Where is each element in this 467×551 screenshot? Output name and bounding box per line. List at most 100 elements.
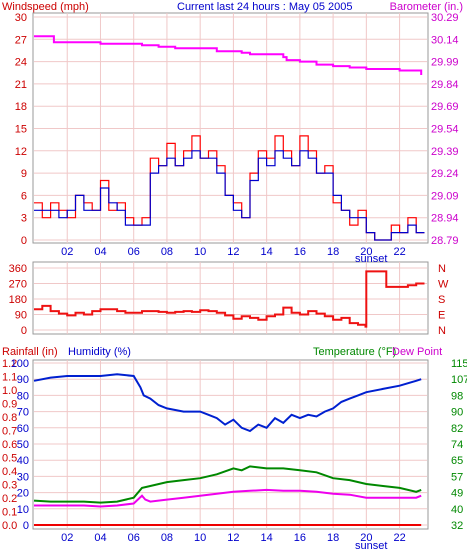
rainfall-tick-label: 0.4 bbox=[2, 466, 17, 478]
barometer-tick-label: 30.29 bbox=[431, 12, 459, 24]
direction-compass-label: S bbox=[438, 294, 445, 306]
hour-tick-label: 18 bbox=[327, 532, 339, 544]
hour-tick-label: 16 bbox=[294, 532, 306, 544]
direction-degree-label: 270 bbox=[9, 279, 27, 291]
humidity-tick-label: 30 bbox=[17, 471, 29, 483]
sunset-label-bottom: sunset bbox=[355, 540, 387, 551]
rainfall-tick-label: 0.5 bbox=[2, 453, 17, 465]
rainfall-tick-label: 1.2 bbox=[2, 358, 17, 370]
barometer-tick-label: 29.84 bbox=[431, 79, 459, 91]
humidity-tick-labels: 0 10 20 30 40 50 60 70 80 90 100 bbox=[11, 358, 29, 532]
windspeed-tick-label: 6 bbox=[21, 190, 27, 202]
rainfall-tick-label: 0.0 bbox=[2, 520, 17, 532]
hour-tick-label: 10 bbox=[194, 246, 206, 258]
temperature-tick-label: 49 bbox=[451, 488, 463, 500]
windspeed-tick-labels: 0 3 6 9 12 15 18 21 24 27 30 bbox=[15, 12, 27, 247]
hour-tick-label: 14 bbox=[261, 532, 273, 544]
rainfall-tick-label: 1.0 bbox=[2, 385, 17, 397]
hour-tick-label: 06 bbox=[128, 246, 140, 258]
windspeed-tick-label: 21 bbox=[15, 79, 27, 91]
hour-tick-label: 20 bbox=[360, 532, 372, 544]
humidity-tick-label: 20 bbox=[17, 488, 29, 500]
temperature-tick-label: 32 bbox=[451, 520, 463, 532]
direction-compass-label: E bbox=[438, 310, 445, 322]
barometer-tick-label: 29.54 bbox=[431, 124, 459, 136]
rainfall-tick-label: 0.6 bbox=[2, 439, 17, 451]
direction-degree-label: 0 bbox=[21, 325, 27, 337]
temperature-tick-labels: 32 40 49 57 65 74 82 90 98 107 115 bbox=[451, 358, 467, 532]
barometer-tick-label: 28.79 bbox=[431, 235, 459, 247]
hour-tick-label: 12 bbox=[227, 532, 239, 544]
barometer-tick-label: 29.09 bbox=[431, 190, 459, 202]
temperature-tick-label: 57 bbox=[451, 471, 463, 483]
temperature-tick-label: 74 bbox=[451, 439, 463, 451]
direction-degree-label: 360 bbox=[9, 263, 27, 275]
direction-series bbox=[34, 270, 425, 328]
hour-tick-label: 02 bbox=[61, 532, 73, 544]
hour-tick-label: 18 bbox=[327, 246, 339, 258]
chart-title: Current last 24 hours : May 05 2005 bbox=[177, 1, 352, 13]
hour-tick-label: 08 bbox=[161, 532, 173, 544]
rainfall-tick-label: 1.1 bbox=[2, 372, 17, 384]
hour-tick-label: 16 bbox=[294, 246, 306, 258]
wind-direction-line bbox=[34, 270, 425, 328]
temperature-tick-label: 40 bbox=[451, 504, 463, 516]
humidity-axis-title: Humidity (%) bbox=[68, 346, 131, 358]
windspeed-tick-label: 12 bbox=[15, 146, 27, 158]
weather-panel-frame bbox=[32, 359, 429, 530]
windspeed-axis-title: Windspeed (mph) bbox=[2, 1, 89, 13]
humidity-line bbox=[33, 373, 422, 433]
barometer-tick-label: 29.99 bbox=[431, 57, 459, 69]
windspeed-tick-label: 3 bbox=[21, 213, 27, 225]
windspeed-tick-label: 30 bbox=[15, 12, 27, 24]
windspeed-tick-label: 18 bbox=[15, 101, 27, 113]
windspeed-tick-label: 27 bbox=[15, 34, 27, 46]
rainfall-tick-label: 0.2 bbox=[2, 493, 17, 505]
barometer-tick-label: 30.14 bbox=[431, 34, 459, 46]
hour-tick-label: 04 bbox=[94, 246, 106, 258]
rainfall-tick-labels: 0.00.1 0.20.3 0.40.5 0.60.7 0.80.9 1.01.1 1.2 bbox=[2, 358, 17, 532]
hour-tick-label: 22 bbox=[393, 532, 405, 544]
direction-compass-label: N bbox=[438, 325, 446, 337]
barometer-tick-label: 28.94 bbox=[431, 213, 459, 225]
direction-compass-label: W bbox=[438, 279, 449, 291]
humidity-tick-label: 60 bbox=[17, 423, 29, 435]
temperature-tick-label: 90 bbox=[451, 407, 463, 419]
rainfall-tick-label: 0.3 bbox=[2, 480, 17, 492]
humidity-tick-label: 10 bbox=[17, 504, 29, 516]
temperature-line bbox=[33, 465, 422, 504]
rainfall-tick-label: 0.9 bbox=[2, 399, 17, 411]
hour-tick-label: 22 bbox=[393, 246, 405, 258]
wind-panel-frame bbox=[32, 12, 429, 244]
hour-tick-label: 04 bbox=[94, 532, 106, 544]
barometer-axis-title: Barometer (in.) bbox=[390, 1, 463, 13]
hour-tick-label: 12 bbox=[227, 246, 239, 258]
hour-tick-label: 14 bbox=[261, 246, 273, 258]
direction-panel-frame bbox=[32, 261, 429, 335]
direction-degree-label: 90 bbox=[15, 310, 27, 322]
windspeed-tick-label: 9 bbox=[21, 168, 27, 180]
temperature-tick-label: 82 bbox=[451, 423, 463, 435]
temperature-tick-label: 115 bbox=[451, 358, 467, 370]
humidity-tick-label: 70 bbox=[17, 407, 29, 419]
barometer-tick-label: 29.24 bbox=[431, 168, 459, 180]
direction-degree-label: 180 bbox=[9, 294, 27, 306]
humidity-tick-label: 40 bbox=[17, 455, 29, 467]
direction-degree-labels: 0 90 180 270 360 bbox=[9, 263, 27, 337]
rainfall-tick-label: 0.7 bbox=[2, 426, 17, 438]
hour-tick-label: 20 bbox=[360, 246, 372, 258]
wind-series bbox=[34, 35, 425, 241]
weather-hour-tick-labels: 02 04 06 08 10 12 14 16 18 20 22 bbox=[61, 532, 406, 544]
windspeed-tick-label: 24 bbox=[15, 57, 27, 69]
temperature-tick-label: 98 bbox=[451, 390, 463, 402]
barometer-tick-label: 29.69 bbox=[431, 101, 459, 113]
humidity-tick-label: 80 bbox=[17, 390, 29, 402]
rainfall-tick-label: 0.8 bbox=[2, 412, 17, 424]
humidity-tick-label: 100 bbox=[11, 358, 29, 370]
barometer-tick-labels: 28.79 28.94 29.09 29.24 29.39 29.54 29.69 29.84… bbox=[431, 12, 459, 247]
humidity-tick-label: 90 bbox=[17, 374, 29, 386]
temperature-tick-label: 107 bbox=[451, 374, 467, 386]
windspeed-average-line bbox=[34, 150, 425, 241]
dewpoint-line bbox=[34, 488, 422, 508]
